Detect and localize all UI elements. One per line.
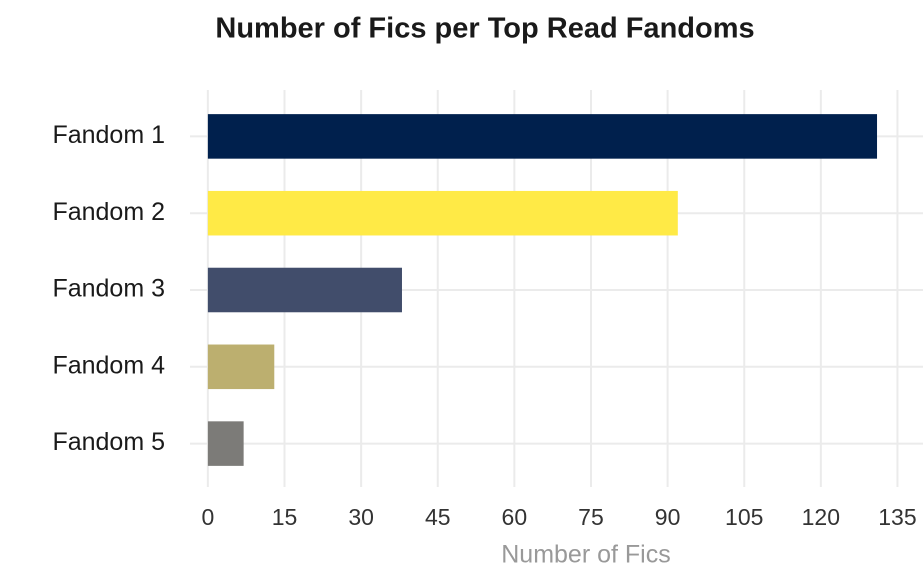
x-tick-label: 120 bbox=[802, 504, 840, 530]
y-tick-label: Fandom 3 bbox=[52, 275, 165, 303]
bar bbox=[207, 190, 678, 236]
x-tick-label: 60 bbox=[502, 504, 528, 530]
y-tick-label: Fandom 1 bbox=[52, 121, 165, 149]
x-tick-label: 0 bbox=[201, 504, 214, 530]
x-tick-label: 75 bbox=[578, 504, 604, 530]
y-tick-label: Fandom 2 bbox=[52, 198, 165, 226]
bar bbox=[207, 267, 402, 313]
y-tick-label: Fandom 4 bbox=[52, 351, 165, 379]
chart-title: Number of Fics per Top Read Fandoms bbox=[215, 13, 754, 45]
bar bbox=[207, 344, 275, 390]
y-tick-label: Fandom 5 bbox=[52, 428, 165, 456]
x-tick-label: 15 bbox=[272, 504, 298, 530]
x-tick-label: 105 bbox=[725, 504, 763, 530]
x-tick-label: 135 bbox=[878, 504, 916, 530]
bar bbox=[207, 114, 878, 159]
bar bbox=[207, 421, 244, 466]
x-tick-label: 90 bbox=[655, 504, 681, 530]
x-axis-label: Number of Fics bbox=[501, 541, 670, 569]
x-tick-label: 45 bbox=[425, 504, 451, 530]
x-tick-label: 30 bbox=[348, 504, 374, 530]
